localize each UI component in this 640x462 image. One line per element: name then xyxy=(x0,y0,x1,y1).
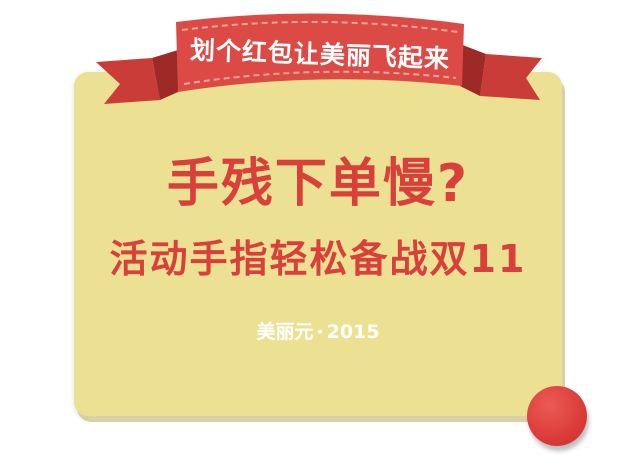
banner-title: 划个红包让美丽飞起来 xyxy=(189,35,451,74)
headline: 手残下单慢? xyxy=(166,154,470,214)
subheadline: 活动手指轻松备战双11 xyxy=(109,237,527,281)
footer-separator: · xyxy=(316,321,324,343)
footer-credit: 美丽元 · 2015 xyxy=(74,318,562,346)
footer-brand: 美丽元 xyxy=(256,321,314,343)
footer-year: 2015 xyxy=(326,321,380,343)
content-card xyxy=(74,72,562,416)
red-circle-icon xyxy=(527,386,587,446)
